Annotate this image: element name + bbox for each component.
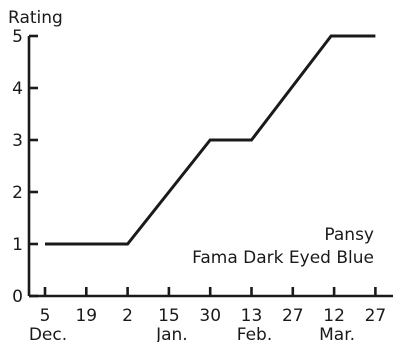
x-tick-month-label: Dec. [29, 325, 67, 342]
x-tick-day-label: 27 [365, 306, 387, 326]
y-tick-label: 5 [12, 27, 23, 47]
x-tick-month-label: Jan. [155, 325, 188, 342]
x-tick-day-label: 27 [282, 306, 304, 326]
y-tick-label: 1 [12, 235, 23, 255]
x-tick-day-label: 13 [241, 306, 263, 326]
y-axis-title: Rating [8, 8, 63, 28]
y-ticks: 0 1 2 3 4 5 [12, 27, 38, 307]
y-tick-label: 3 [12, 131, 23, 151]
annotation-line-1: Pansy [324, 225, 374, 245]
y-tick-label: 2 [12, 183, 23, 203]
annotation-line-2: Fama Dark Eyed Blue [192, 248, 374, 268]
x-tick-day-label: 30 [199, 306, 221, 326]
x-tick-day-label: 19 [75, 306, 97, 326]
x-tick-day-label: 2 [122, 306, 133, 326]
y-tick-label: 4 [12, 79, 23, 99]
x-tick-month-label: Mar. [319, 325, 355, 342]
x-tick-day-label: 15 [158, 306, 180, 326]
x-tick-day-label: 12 [323, 306, 345, 326]
x-tick-day-label: 5 [40, 306, 51, 326]
x-tick-month-label: Feb. [237, 325, 273, 342]
y-tick-label: 0 [12, 287, 23, 307]
series-line [45, 34, 376, 246]
